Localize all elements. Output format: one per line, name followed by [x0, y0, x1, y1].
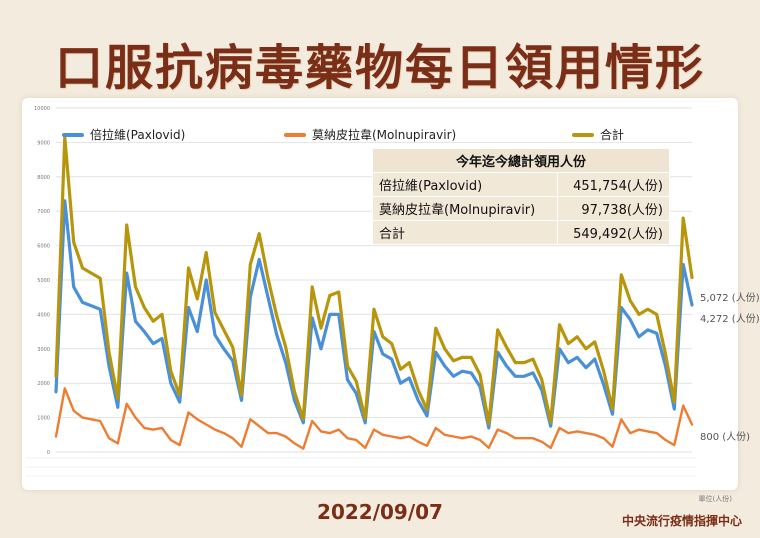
y-tick-label: 1000 [37, 416, 50, 422]
series-line-1 [54, 387, 694, 450]
y-tick-label: 5000 [37, 278, 50, 284]
series-line-2 [54, 135, 694, 426]
series-line-0 [54, 199, 694, 430]
unit-note: 單位(人份) [698, 495, 732, 503]
end-label-paxlovid: 4,272 (人份) [700, 314, 760, 325]
summary-label: 合計 [372, 220, 558, 245]
y-tick-label: 9000 [37, 140, 50, 146]
legend-swatch-total [572, 132, 594, 137]
y-tick-label: 0 [47, 450, 50, 456]
organization-name: 中央流行疫情指揮中心 [621, 514, 742, 528]
end-label-total: 5,072 (人份) [700, 293, 760, 304]
legend-label-molnupiravir: 莫納皮拉韋(Molnupiravir) [312, 128, 457, 142]
legend-item-molnupiravir: 莫納皮拉韋(Molnupiravir) [284, 126, 456, 143]
summary-table: 今年迄今總計領用人份 倍拉維(Paxlovid) 451,754(人份) 莫納皮… [372, 148, 671, 245]
summary-header-row: 今年迄今總計領用人份 [372, 148, 670, 173]
summary-label: 倍拉維(Paxlovid) [372, 172, 558, 197]
y-tick-label: 7000 [37, 209, 50, 215]
legend-swatch-paxlovid [62, 132, 84, 137]
y-tick-label: 4000 [37, 312, 50, 318]
summary-value: 549,492(人份) [556, 220, 671, 245]
y-tick-label: 2000 [37, 381, 50, 387]
page-title: 口服抗病毒藥物每日領用情形 [54, 40, 705, 96]
summary-row: 合計 549,492(人份) [372, 220, 671, 245]
summary-value: 97,738(人份) [556, 196, 671, 221]
y-tick-label: 8000 [37, 175, 50, 181]
y-tick-label: 10000 [34, 106, 50, 112]
y-tick-label: 6000 [37, 244, 50, 250]
legend-item-paxlovid: 倍拉維(Paxlovid) [62, 126, 185, 143]
summary-row: 莫納皮拉韋(Molnupiravir) 97,738(人份) [372, 196, 671, 221]
legend-item-total: 合計 [572, 126, 624, 143]
legend-label-paxlovid: 倍拉維(Paxlovid) [90, 128, 186, 142]
summary-label: 莫納皮拉韋(Molnupiravir) [372, 196, 558, 221]
legend-label-total: 合計 [600, 128, 625, 142]
summary-value: 451,754(人份) [556, 172, 671, 197]
summary-row: 倍拉維(Paxlovid) 451,754(人份) [372, 172, 671, 197]
summary-header: 今年迄今總計領用人份 [372, 148, 670, 173]
y-tick-label: 3000 [37, 347, 50, 353]
end-label-molnupiravir: 800 (人份) [700, 432, 751, 443]
report-date: 2022/09/07 [317, 500, 443, 524]
legend-swatch-molnupiravir [284, 132, 306, 137]
